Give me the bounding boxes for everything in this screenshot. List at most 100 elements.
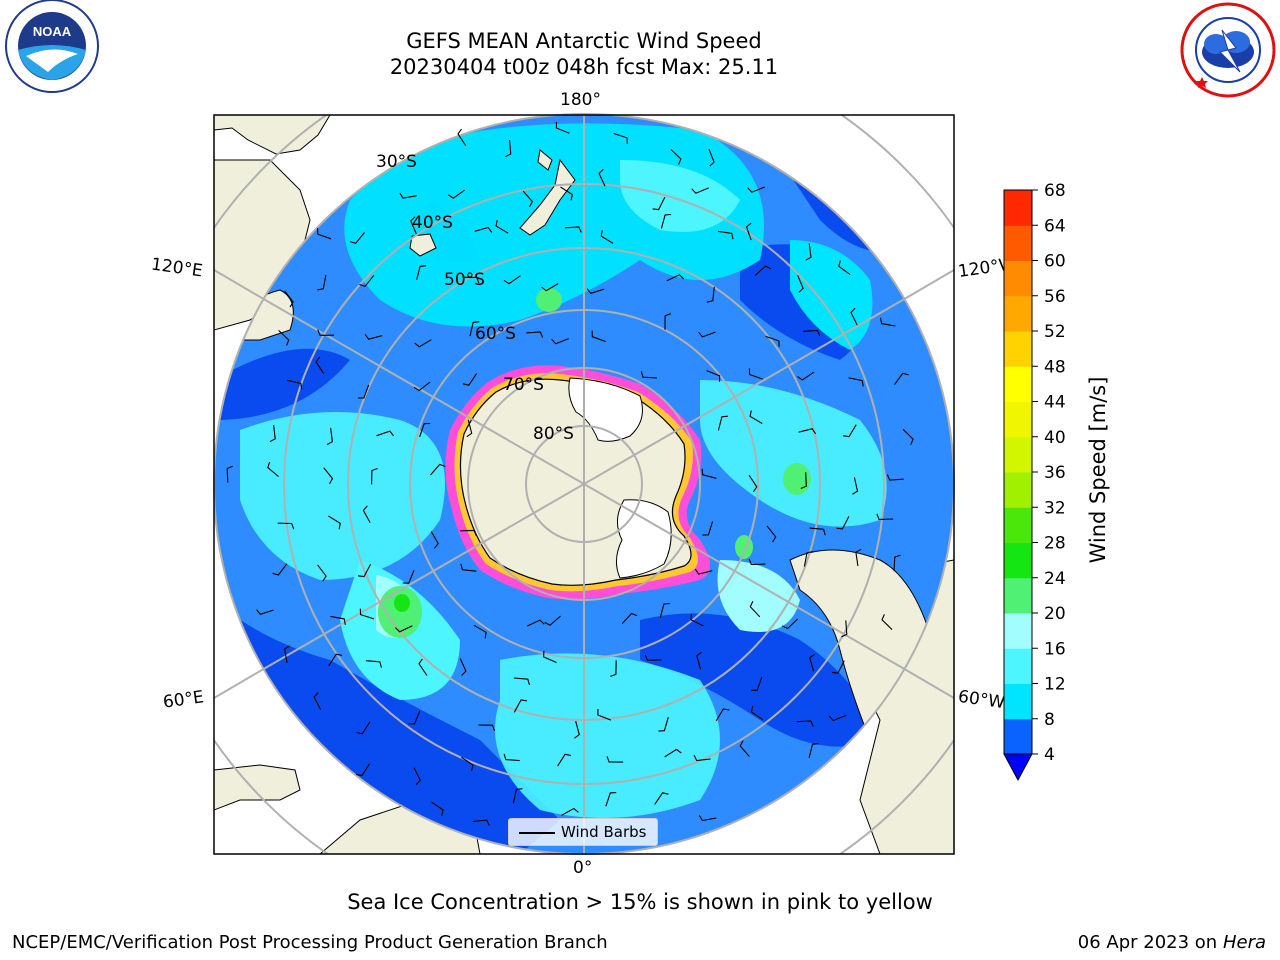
wind-barb [395,625,413,633]
wind-barb [474,226,493,233]
wind-barb [696,651,702,670]
wind-barb [666,274,685,282]
wind-barb [399,192,417,199]
wind-barb [574,721,580,739]
wind-barb [459,658,467,676]
wind-barb [413,381,431,392]
wind-barb [317,329,335,336]
wind-barb [313,692,322,710]
wind-barb [691,187,710,194]
noaa-logo: NOAA [5,0,99,93]
wind-barbs-legend: Wind Barbs [508,818,658,846]
wind-barb [749,410,763,424]
wind-barb [664,748,682,758]
wind-barb [702,521,714,536]
colorbar-segment [1004,260,1032,297]
wind-barb [701,468,717,479]
colorbar-segment [1004,472,1032,508]
wind-barb [598,168,606,187]
wind-barb [658,717,669,732]
wind-barb [544,615,561,626]
wind-barb [855,548,862,567]
wind-barb [355,763,370,777]
wind-barb [328,653,343,667]
wind-barb [416,265,427,281]
wind-barb [278,329,290,346]
wind-barb [805,243,812,261]
colorbar-segment [1004,436,1032,473]
wind-barb [330,615,346,625]
colorbar-segment [1004,683,1032,720]
wind-barb [613,132,628,144]
wind-barb [226,465,233,483]
wind-barb [797,275,804,293]
wind-barb [462,276,480,284]
wind-barb [522,190,534,208]
wind-barb [317,274,327,291]
wind-barb [323,467,334,485]
wind-barb [838,260,851,276]
wind-barb [803,329,821,337]
wind-barb [809,653,815,672]
wind-barb [402,570,415,584]
wind-barb [717,415,728,431]
wind-barb [256,609,274,615]
wind-barb [747,186,766,193]
wind-barb [698,331,716,338]
wind-barb [670,149,682,165]
wind-barb [597,709,612,721]
colorbar-tick-label: 56 [1044,287,1066,307]
wind-barb [362,505,371,523]
wind-barb [418,658,428,676]
wind-barb [606,756,624,763]
colorbar-tick-label: 40 [1044,428,1066,448]
wind-barb [560,186,573,201]
lat-label-30s: 30°S [376,152,417,172]
lon-label-180: 180° [560,90,601,110]
wind-barb [349,232,365,245]
wind-barb [852,477,859,495]
wind-barb [359,274,375,287]
footer-date: 06 Apr 2023 on Hera [1078,932,1266,953]
footer-machine: Hera [1222,932,1266,953]
lon-label-0: 0° [573,858,593,878]
wind-barb [586,288,605,294]
wind-barb [715,708,730,722]
colorbar-tick-label: 16 [1044,639,1066,659]
wind-barb [469,321,480,337]
wind-barb [706,370,721,382]
wind-barb [652,196,666,211]
wind-barb [513,677,531,686]
chart-title: GEFS MEAN Antarctic Wind Speed [406,29,762,53]
wind-barb [284,290,294,308]
lat-label-80s: 80°S [533,424,574,444]
wind-barb [513,699,527,713]
wind-barb [659,602,670,618]
wind-barb [797,371,815,381]
wind-barb [462,373,478,386]
wind-barb [473,624,487,639]
wind-barb [267,461,279,477]
wind-barb [828,714,847,722]
colorbar-segment [1004,366,1032,402]
sea-ice-note: Sea Ice Concentration > 15% is shown in … [347,890,933,914]
colorbar-under-triangle [1003,753,1033,782]
wind-barb [765,335,780,347]
wind-barb [610,660,617,677]
wind-barb [460,529,477,537]
footer-credit: NCEP/EMC/Verification Post Processing Pr… [12,932,608,953]
wind-barb [781,618,799,630]
colorbar-segment [1004,542,1032,579]
wind-barb [326,427,333,445]
wind-barb [461,756,474,772]
wind-barb [644,654,662,661]
colorbar-tick-label: 68 [1044,181,1066,201]
wind-barb [640,371,658,379]
wind-barb [551,338,569,345]
wind-barb [430,531,439,549]
colorbar-tick-label: 12 [1044,675,1066,695]
lat-label-40s: 40°S [412,213,453,233]
wind-barb [543,650,557,664]
wind-barb [708,148,715,167]
wind-barb [328,515,341,530]
